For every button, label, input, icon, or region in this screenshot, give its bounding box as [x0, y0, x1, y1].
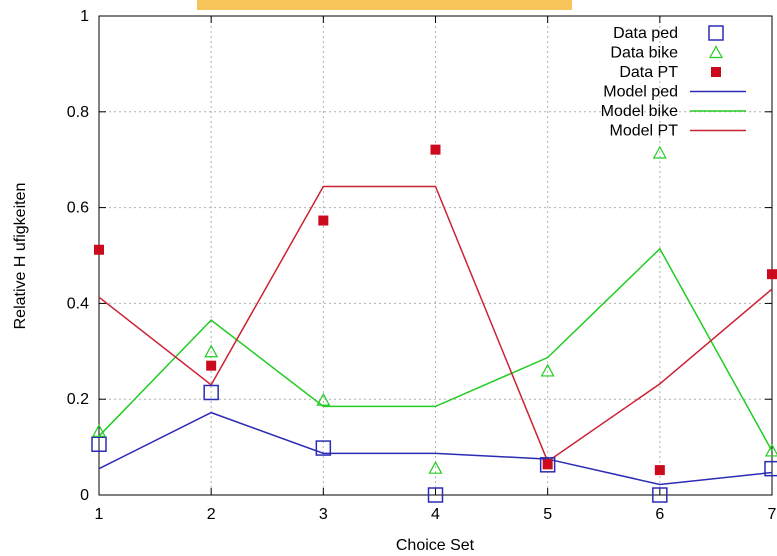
x-tick-label: 5 [543, 506, 552, 523]
legend-label-model-ped: Model ped [603, 84, 678, 101]
legend-label-data-ped: Data ped [613, 25, 678, 42]
y-tick-label: 0.8 [67, 104, 89, 121]
y-tick-label: 1 [80, 8, 89, 25]
ticks: 1 2 3 4 5 6 7 0 0.2 0.4 0.6 0.8 1 [67, 8, 777, 523]
data-ped-point [427, 487, 444, 503]
grid [99, 16, 772, 495]
data-ped-point [652, 487, 668, 503]
data-ped-point [315, 440, 332, 456]
model-ped-line [98, 411, 773, 486]
title-banner [197, 0, 572, 10]
data-pt-point [318, 215, 329, 226]
data-bike-point [316, 392, 331, 406]
x-tick-label: 2 [207, 506, 216, 523]
data-pt-point [542, 459, 553, 470]
legend-label-model-pt: Model PT [610, 123, 679, 140]
x-tick-label: 1 [95, 506, 104, 523]
y-tick-label: 0.6 [67, 200, 89, 217]
legend-swatch-data-bike [708, 45, 724, 59]
data-ped-point [91, 436, 107, 452]
data-ped-point [764, 460, 777, 477]
data-bike-point [540, 363, 555, 377]
legend-label-data-pt: Data PT [619, 64, 678, 81]
x-tick-label: 7 [768, 506, 777, 523]
x-tick-label: 4 [431, 506, 440, 523]
data-bike-point [764, 443, 777, 457]
legend-label-data-bike: Data bike [610, 45, 678, 62]
data-bike-point [652, 145, 667, 159]
data-pt-point [654, 465, 665, 476]
data-bike-point [91, 424, 107, 437]
data-pt-point [430, 144, 441, 155]
legend-swatch-data-pt [711, 67, 721, 77]
data-ped-point [539, 457, 556, 473]
data-bike-point [428, 460, 443, 474]
data-pt-point [206, 360, 217, 371]
y-tick-label: 0.4 [67, 295, 89, 312]
y-tick-label: 0 [80, 487, 89, 504]
data-ped-point [203, 384, 219, 401]
y-axis-label: Relative H ufigkeiten [12, 183, 29, 330]
series-layer [91, 144, 777, 503]
legend: Data ped Data bike Data PT Model ped Model b… [601, 25, 746, 140]
x-tick-label: 3 [319, 506, 328, 523]
x-axis-label: Choice Set [396, 537, 475, 554]
y-tick-label: 0.2 [67, 391, 89, 408]
data-bike-point [204, 344, 219, 358]
legend-swatch-data-ped [708, 25, 724, 41]
legend-label-model-bike: Model bike [601, 103, 678, 120]
x-tick-label: 6 [655, 506, 664, 523]
model-bike-line [98, 247, 773, 452]
data-pt-point [767, 269, 777, 280]
data-pt-point [94, 244, 104, 255]
